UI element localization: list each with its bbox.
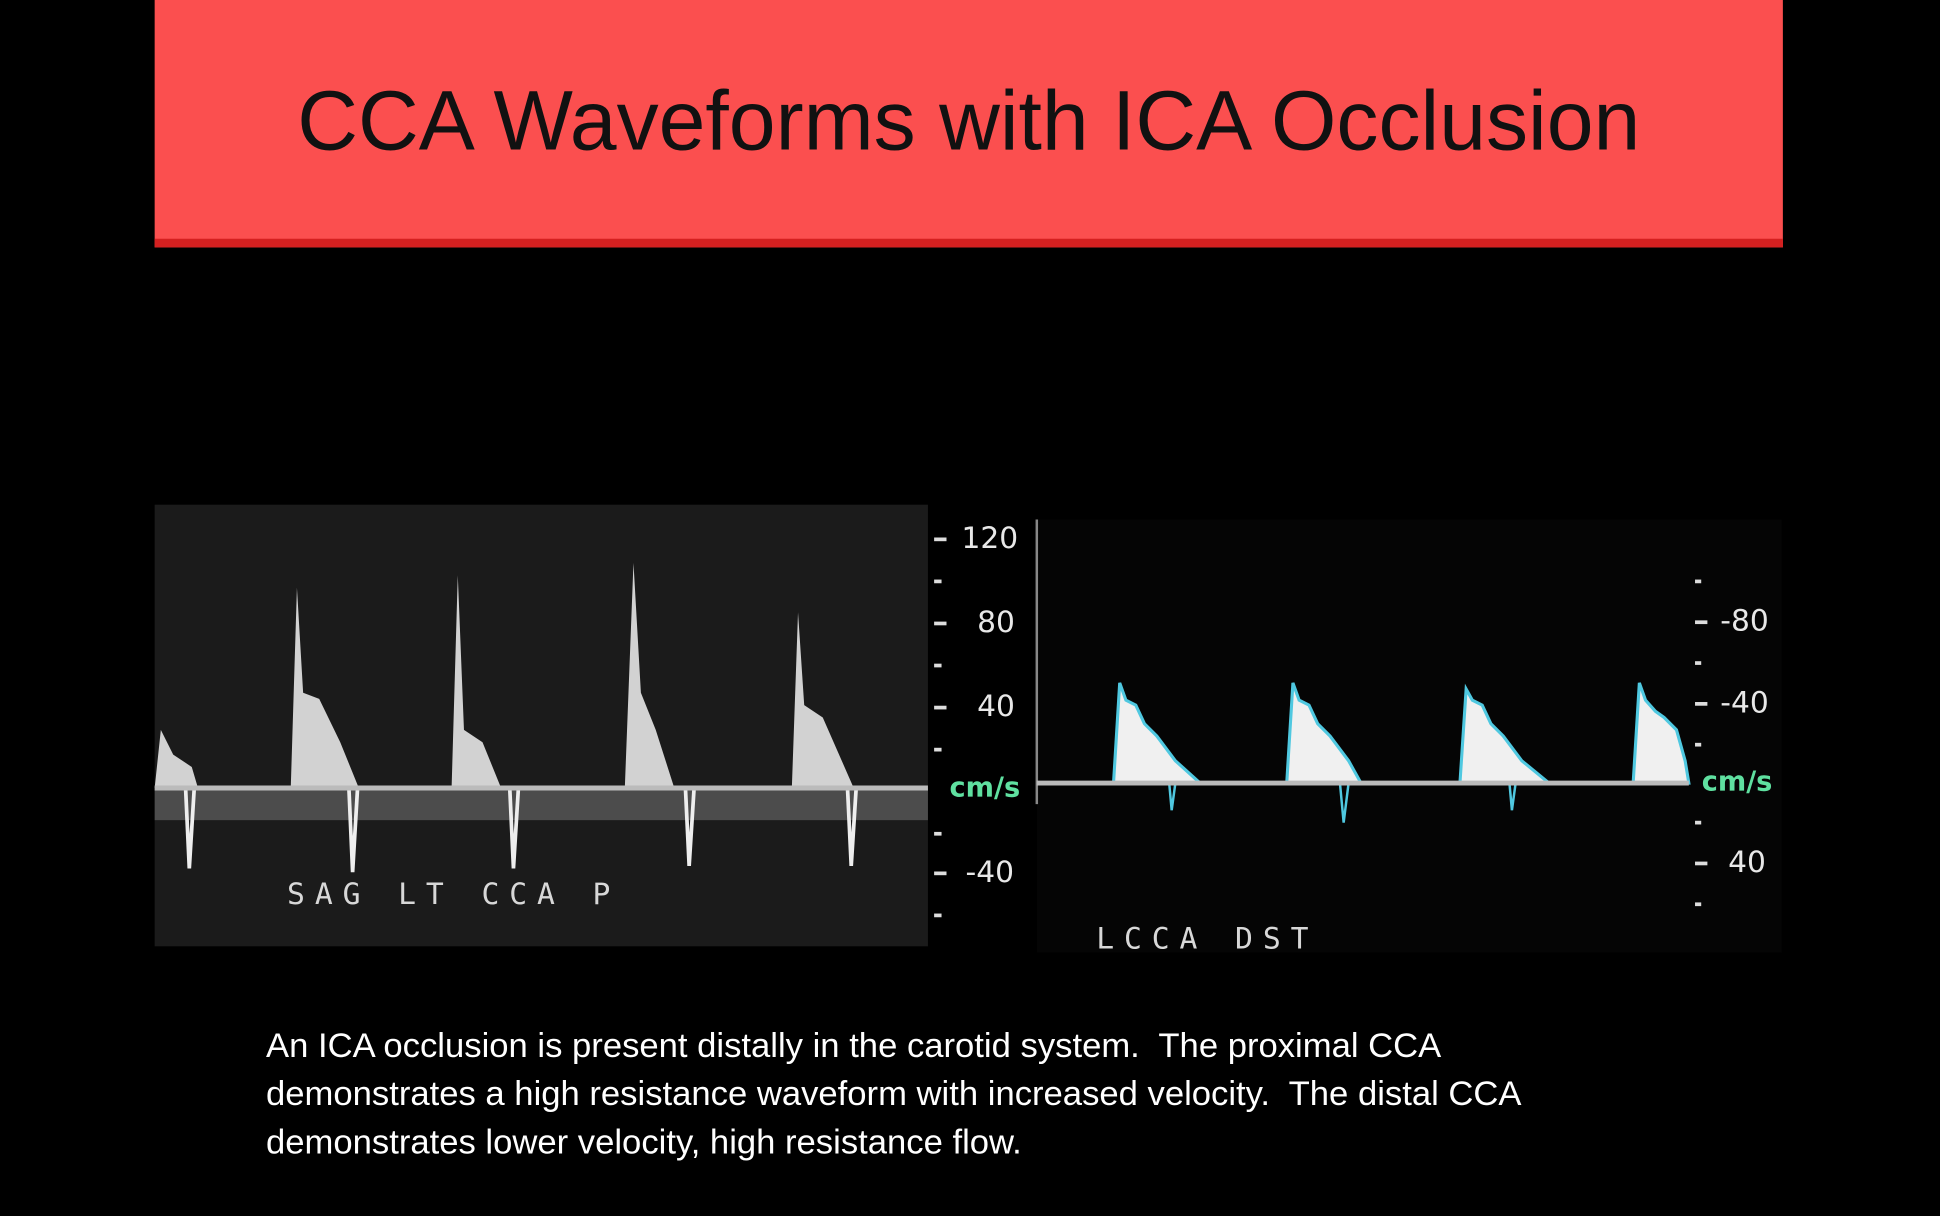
caption-line: demonstrates a high resistance waveform … — [266, 1075, 1522, 1113]
beat — [1111, 682, 1205, 785]
caption-line: demonstrates lower velocity, high resist… — [266, 1123, 1022, 1161]
scale-label: 40 — [1728, 845, 1766, 880]
caption-line: An ICA occlusion is present distally in … — [266, 1027, 1442, 1065]
title-banner — [154, 0, 1783, 248]
scale-label: -80 — [1720, 604, 1769, 639]
right-waveform — [1111, 682, 1691, 785]
scale-unit: cm/s — [1702, 767, 1773, 798]
right-ticks — [1695, 579, 1708, 907]
left-negative-spikes — [183, 787, 859, 873]
right-negative — [1167, 782, 1517, 823]
scale-label: -40 — [966, 855, 1015, 890]
panel-label: LCCA DST — [1096, 922, 1318, 957]
beat — [1631, 682, 1691, 785]
left-ticks — [934, 537, 947, 918]
scale-unit: cm/s — [950, 773, 1021, 804]
banner-stripe — [154, 238, 1783, 248]
scale-label: 40 — [977, 689, 1015, 724]
panel-label: SAG LT CCA P — [287, 877, 620, 912]
left-band — [154, 787, 928, 821]
scale-label: 120 — [961, 521, 1018, 556]
title: CCA Waveforms with ICA Occlusion — [297, 74, 1640, 168]
scale-label: 80 — [977, 605, 1015, 640]
beat — [1458, 683, 1554, 785]
beat — [1285, 682, 1364, 785]
scale-label: -40 — [1720, 685, 1769, 720]
left-waveform — [154, 562, 854, 788]
